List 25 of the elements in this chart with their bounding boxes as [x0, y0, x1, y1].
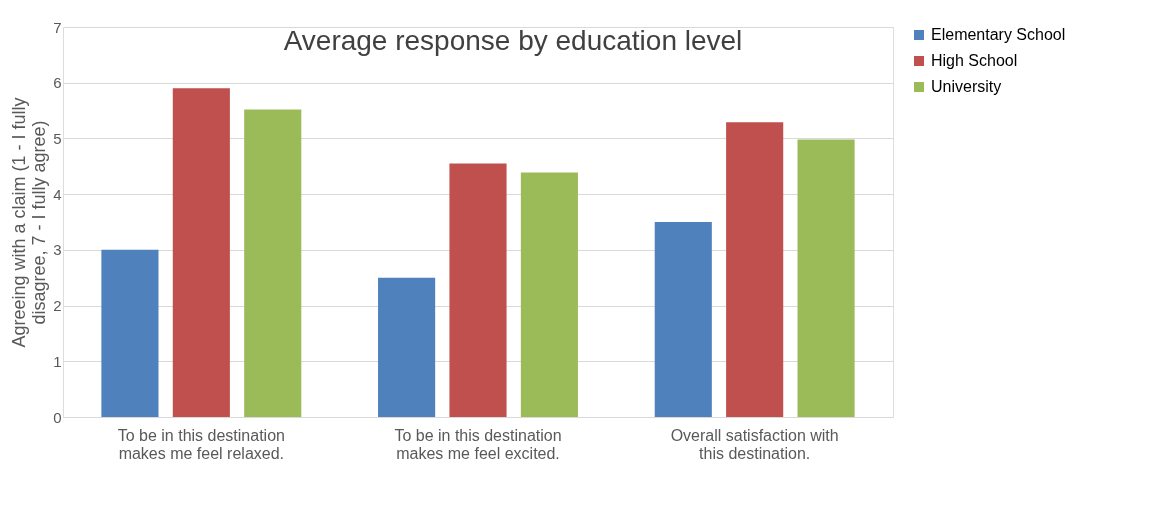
y-tick-label: 5: [53, 129, 62, 147]
y-tick-label: 0: [53, 408, 62, 426]
x-tick-label: To be in this destination makes me feel relaxed.: [117, 426, 285, 462]
legend-label: High School: [931, 52, 1018, 69]
legend-label: Elementary School: [931, 26, 1066, 43]
bar: [654, 222, 712, 417]
bar: [520, 172, 578, 417]
y-tick-label: 6: [53, 74, 62, 92]
y-tick-label: 3: [53, 241, 62, 259]
legend-label: University: [931, 78, 1002, 95]
bar: [244, 109, 302, 417]
bar: [378, 277, 436, 417]
bar: [101, 249, 159, 417]
bar: [449, 163, 507, 417]
y-tick-label: 2: [53, 297, 62, 315]
bar: [172, 88, 230, 417]
bar: [797, 139, 855, 417]
x-tick-label: To be in this destination makes me feel excited.: [394, 426, 562, 462]
y-axis-title: Agreeing with a claim (1 - I fully disagree, 7 - I fully agree): [9, 97, 50, 348]
bar: [726, 122, 784, 417]
y-tick-label: 1: [53, 352, 62, 370]
chart-title: Average response by education level: [283, 25, 743, 56]
x-tick-label: Overall satisfaction with this destination.: [670, 426, 839, 462]
y-tick-label: 4: [53, 185, 62, 203]
y-tick-label: 7: [53, 18, 62, 36]
